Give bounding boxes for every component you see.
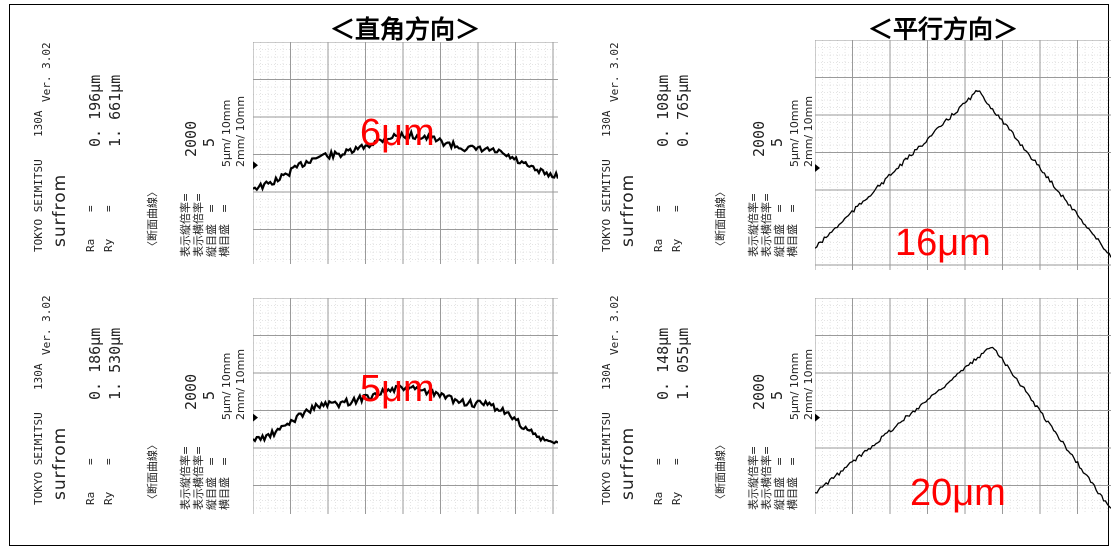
hscale-label: 横目盛 = [786,203,799,257]
baseline-marker [253,413,258,422]
ry-eq: = [102,458,115,465]
ra-value: 0. 148μm [654,327,672,400]
ra-eq: = [84,458,97,465]
ry-eq: = [670,458,683,465]
height-annotation: 5μm [360,368,435,410]
maker-label: TOKYO SEIMITSU [32,412,45,505]
hscale-value: 2mm/ 10mm [234,95,247,167]
baseline-marker [815,413,820,422]
maker-label: TOKYO SEIMITSU [600,412,613,505]
hscale-label: 横目盛 = [218,456,231,510]
vscale-value: 5μm/ 10mm [788,352,801,420]
maker-label: TOKYO SEIMITSU [600,159,613,252]
brand-label: surfrom [618,426,638,500]
hmag-value: 5 [200,390,218,400]
hscale-label: 横目盛 = [218,203,231,257]
profile-chart [253,42,558,264]
ra-label: Ra [652,491,665,505]
model-label: 130A [32,110,45,138]
version-label: Ver. 3.02 [608,42,621,102]
ry-label: Ry [670,491,683,505]
hscale-value: 2mm/ 10mm [802,95,815,167]
height-annotation: 16μm [895,222,991,264]
ra-value: 0. 196μm [86,74,104,147]
vscale-value: 5μm/ 10mm [220,352,233,420]
model-label: 130A [600,363,613,391]
brand-label: surfrom [50,173,70,247]
curve-title: 〈断面曲線〉 [714,439,727,505]
ra-eq: = [652,458,665,465]
maker-label: TOKYO SEIMITSU [32,159,45,252]
hscale-value: 2mm/ 10mm [234,348,247,420]
figure-frame [9,4,1109,546]
ry-eq: = [670,205,683,212]
ry-value: 0. 765μm [674,74,692,147]
ry-label: Ry [670,238,683,252]
curve-title: 〈断面曲線〉 [146,186,159,252]
brand-label: surfrom [618,173,638,247]
profile-trace-line [815,89,1111,258]
profile-chart [815,40,1111,270]
profile-chart [815,298,1111,514]
hmag-value: 5 [200,137,218,147]
ra-label: Ra [84,491,97,505]
curve-title: 〈断面曲線〉 [714,186,727,252]
ry-label: Ry [102,238,115,252]
vmag-value: 2000 [750,373,768,410]
vmag-value: 2000 [182,120,200,157]
hscale-label: 横目盛 = [786,456,799,510]
version-label: Ver. 3.02 [608,295,621,355]
heading-parallel: ＜平行方向＞ [868,15,1019,44]
ry-value: 1. 530μm [106,327,124,400]
heading-perpendicular: ＜直角方向＞ [330,15,481,44]
profile-chart [253,298,558,514]
vmag-value: 2000 [182,373,200,410]
baseline-marker [815,164,820,172]
ry-eq: = [102,205,115,212]
ry-label: Ry [102,491,115,505]
profile-trace-line [253,384,558,445]
ra-value: 0. 186μm [86,327,104,400]
vmag-value: 2000 [750,120,768,157]
baseline-marker [253,161,258,170]
height-annotation: 6μm [360,112,435,154]
profile-trace-line [253,128,558,192]
model-label: 130A [600,110,613,138]
ry-value: 1. 661μm [106,74,124,147]
curve-title: 〈断面曲線〉 [146,439,159,505]
hmag-value: 5 [768,137,786,147]
version-label: Ver. 3.02 [40,42,53,102]
brand-label: surfrom [50,426,70,500]
hscale-value: 2mm/ 10mm [802,348,815,420]
ra-label: Ra [84,238,97,252]
ra-eq: = [652,205,665,212]
ra-value: 0. 108μm [654,74,672,147]
ra-label: Ra [652,238,665,252]
ry-value: 1. 055μm [674,327,692,400]
profile-trace-line [815,346,1111,509]
height-annotation: 20μm [910,472,1006,514]
hmag-value: 5 [768,390,786,400]
version-label: Ver. 3.02 [40,295,53,355]
model-label: 130A [32,363,45,391]
vscale-value: 5μm/ 10mm [220,99,233,167]
vscale-value: 5μm/ 10mm [788,99,801,167]
ra-eq: = [84,205,97,212]
